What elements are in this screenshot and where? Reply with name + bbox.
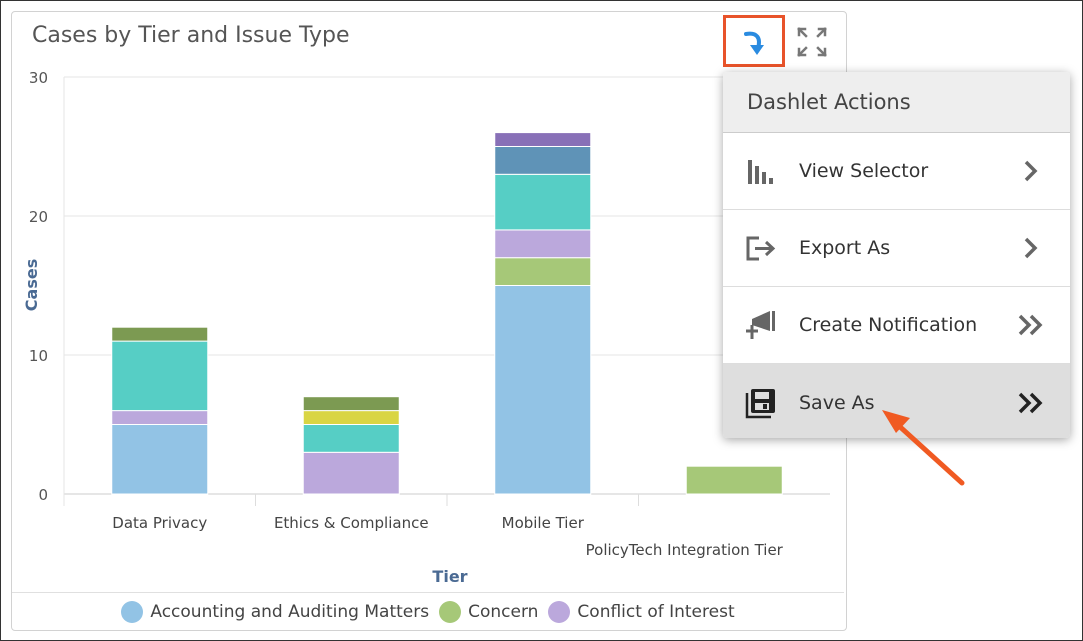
chevron-right-icon: [1016, 156, 1046, 186]
legend-label: Accounting and Auditing Matters: [150, 602, 430, 622]
legend-swatch: [121, 601, 144, 623]
floppy-disk-icon: [743, 385, 779, 421]
menu-item-export-as[interactable]: Export As: [723, 210, 1070, 287]
dashlet-title: Cases by Tier and Issue Type: [32, 23, 350, 48]
refresh-button[interactable]: [723, 15, 785, 67]
double-chevron-right-icon: [1016, 388, 1046, 418]
y-axis-label: Cases: [22, 259, 41, 311]
legend-item[interactable]: Concern: [439, 601, 538, 623]
bar-segment[interactable]: [494, 285, 592, 495]
bar-segment[interactable]: [494, 257, 592, 287]
legend-label: Concern: [468, 602, 539, 622]
menu-item-label: Create Notification: [799, 314, 978, 336]
bar-segment[interactable]: [302, 451, 400, 495]
megaphone-plus-icon: [743, 307, 779, 343]
legend-label: Conflict of Interest: [577, 602, 735, 622]
legend-item[interactable]: Accounting and Auditing Matters: [121, 601, 429, 623]
bar-chart-icon: [743, 153, 779, 189]
chart-bars: [111, 132, 783, 495]
legend-item[interactable]: Conflict of Interest: [548, 601, 735, 623]
expand-button[interactable]: [796, 26, 828, 58]
x-axis-label: Tier: [432, 567, 467, 586]
expand-icon: [797, 27, 827, 57]
menu-item-label: View Selector: [799, 160, 929, 182]
bar-segment[interactable]: [302, 410, 400, 426]
menu-item-save-as[interactable]: Save As: [723, 364, 1070, 438]
bar-segment[interactable]: [111, 326, 209, 342]
x-tick-label: Mobile Tier: [502, 514, 585, 532]
menu-header: Dashlet Actions: [723, 72, 1070, 133]
bar-segment[interactable]: [302, 424, 400, 453]
refresh-arrow-icon: [744, 31, 764, 55]
bar-segment[interactable]: [111, 340, 209, 412]
bar-segment[interactable]: [494, 146, 592, 175]
bar-segment[interactable]: [685, 465, 783, 495]
menu-item-label: Export As: [799, 237, 891, 259]
bar-segment[interactable]: [494, 229, 592, 259]
bar-segment[interactable]: [494, 132, 592, 148]
legend-swatch: [548, 601, 571, 623]
double-chevron-right-icon: [1016, 310, 1046, 340]
x-tick-label: PolicyTech Integration Tier: [586, 541, 784, 559]
y-tick-label: 30: [29, 69, 48, 87]
chart-legend: Accounting and Auditing Matters Concern Co…: [12, 592, 844, 631]
menu-item-view-selector[interactable]: View Selector: [723, 133, 1070, 210]
y-tick-label: 0: [38, 486, 48, 504]
menu-item-label: Save As: [799, 391, 875, 414]
y-tick-label: 10: [29, 347, 48, 365]
chart-ticks: 0 10 20 30 Data Privacy Ethics & Compliance Mo…: [29, 69, 784, 559]
x-tick-label: Data Privacy: [112, 514, 207, 532]
x-tick-label: Ethics & Compliance: [274, 514, 429, 532]
bar-segment[interactable]: [494, 173, 592, 231]
stacked-bar-chart: 0 10 20 30 Data Privacy Ethics & Compliance Mo…: [22, 69, 830, 586]
bar-segment[interactable]: [111, 410, 209, 426]
menu-item-create-notification[interactable]: Create Notification: [723, 287, 1070, 364]
dashlet-actions-menu: Dashlet Actions View Selector Export As: [723, 72, 1070, 438]
chevron-right-icon: [1016, 233, 1046, 263]
bar-segment[interactable]: [302, 396, 400, 412]
dashlet-panel: [11, 11, 847, 631]
legend-swatch: [439, 601, 462, 623]
export-icon: [743, 230, 779, 266]
y-tick-label: 20: [29, 208, 48, 226]
bar-segment[interactable]: [111, 424, 209, 495]
